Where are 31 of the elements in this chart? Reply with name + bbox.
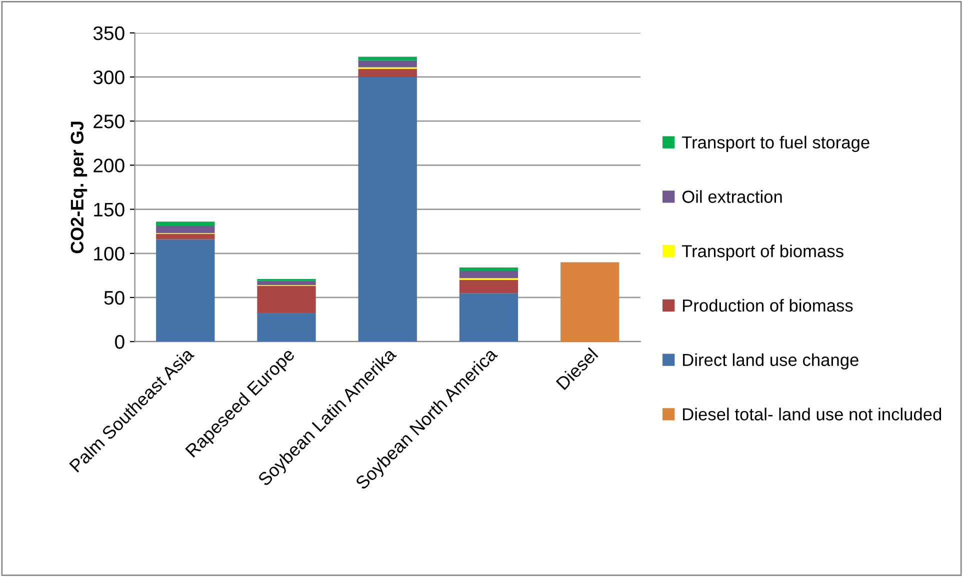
- y-tick-label: 300: [93, 70, 124, 84]
- y-tick-label: 250: [94, 114, 124, 128]
- bar: [156, 226, 215, 234]
- bar: [459, 267, 518, 272]
- bar: [156, 222, 215, 226]
- bar: [156, 239, 215, 342]
- bar: [459, 280, 518, 294]
- legend-label: Oil extraction: [682, 190, 782, 203]
- legend-label: Transport to fuel storage: [682, 136, 870, 152]
- y-tick-label: 200: [94, 158, 124, 172]
- bar: [459, 293, 518, 342]
- y-tick-label: 350: [93, 26, 124, 40]
- legend-label: Direct land use change: [683, 353, 858, 370]
- bar: [459, 271, 518, 278]
- bar: [257, 280, 316, 286]
- legend-label: Production of biomass: [683, 298, 853, 312]
- legend-label: Diesel total- land use not included: [683, 408, 942, 420]
- bar: [560, 262, 620, 342]
- bar: [358, 56, 417, 60]
- y-tick-label: 0: [115, 335, 124, 349]
- y-tick-label: 150: [94, 202, 124, 217]
- bar: [257, 312, 316, 342]
- bar: [358, 60, 417, 68]
- legend-label: Transport of biomass: [682, 244, 844, 261]
- y-tick-label: 50: [104, 290, 124, 305]
- bar: [257, 286, 316, 312]
- y-tick-label: 100: [94, 246, 124, 261]
- bar: [156, 234, 215, 240]
- bar: [358, 76, 417, 342]
- y-axis-title: CO2-Eq. per GJ: [70, 122, 88, 254]
- bar: [358, 69, 417, 77]
